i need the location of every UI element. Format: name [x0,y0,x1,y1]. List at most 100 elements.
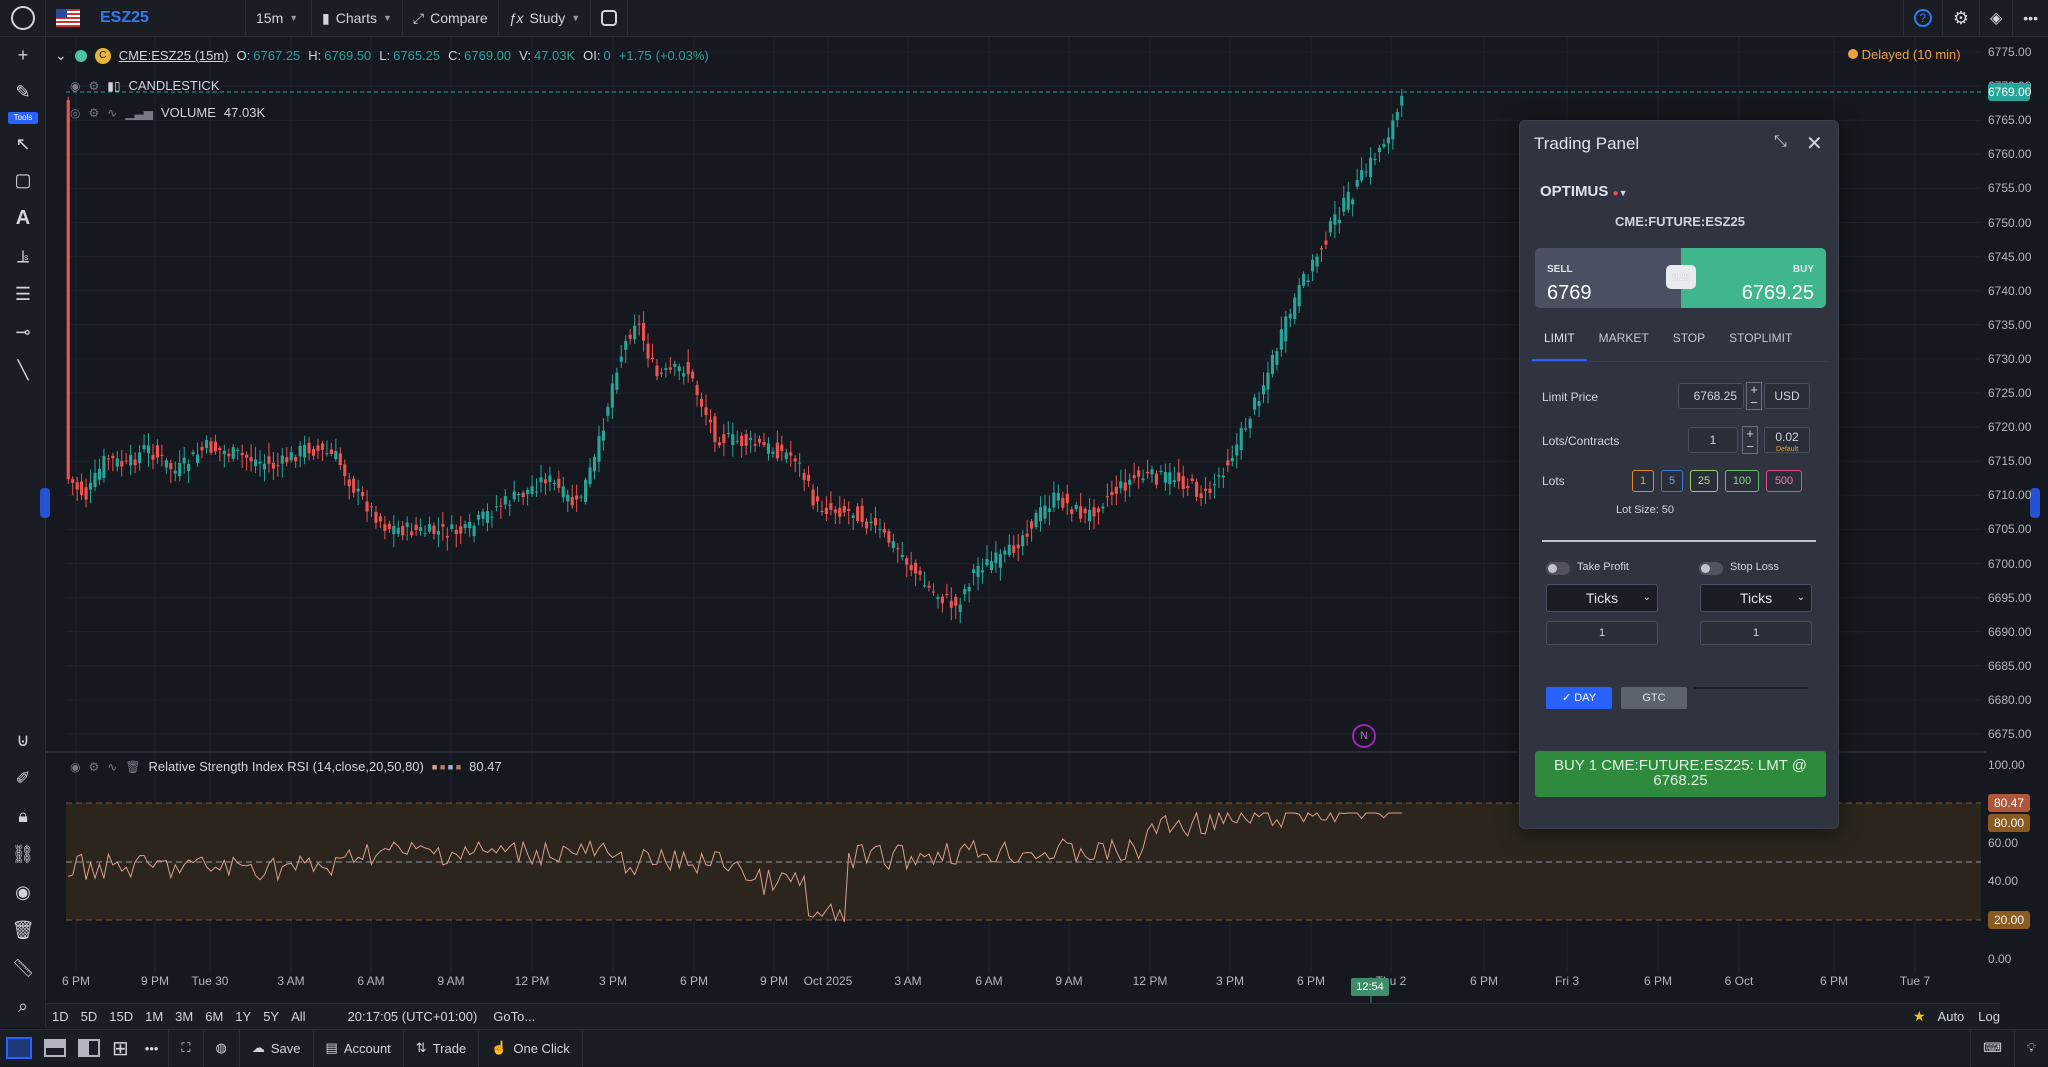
tif-day-button[interactable]: ✓ DAY [1546,687,1612,709]
range-1d[interactable]: 1D [52,1009,69,1024]
take-profit-toggle[interactable] [1546,562,1570,575]
fib-icon[interactable]: ⫡ [16,246,29,266]
compare-button[interactable]: ⤢ Compare [403,0,499,37]
range-6m[interactable]: 6M [205,1009,224,1024]
range-5d[interactable]: 5D [80,1009,98,1024]
minimize-icon[interactable]: ⤡ [1774,133,1787,150]
symbol-search[interactable]: ESZ25 [46,0,246,37]
lots-step-field[interactable]: 0.02 [1764,427,1810,453]
trend-line-icon[interactable]: ╲ [17,360,29,380]
trash-icon[interactable]: 🗑︎ [125,759,141,774]
place-order-button[interactable]: BUY 1 CME:FUTURE:ESZ25: LMT @ 6768.25 [1535,751,1826,797]
eye-icon[interactable]: ◉ [70,759,81,774]
log-toggle[interactable]: Log [1978,1009,2000,1024]
candle-body [410,531,414,536]
eye-icon[interactable]: ◉ [15,882,31,902]
ruler-icon[interactable]: 📏︎ [11,958,35,978]
lots-input[interactable]: 1 [1688,427,1738,453]
range-5y[interactable]: 5Y [263,1009,280,1024]
study-menu[interactable]: ƒx Study ▼ [499,0,592,37]
eye-icon[interactable]: ◉ [70,78,81,93]
limit-price-input[interactable]: 6768.25 [1678,383,1744,409]
range-1y[interactable]: 1Y [235,1009,252,1024]
screenshot-button[interactable] [591,0,629,37]
news-marker[interactable]: N [1352,724,1376,748]
help-button[interactable]: ? [1902,0,1943,37]
text-icon[interactable]: A [15,207,31,229]
auto-toggle[interactable]: Auto [1937,1009,1965,1024]
user-menu[interactable] [0,0,46,37]
layout-rows-button[interactable] [38,1030,72,1067]
eye-off-icon[interactable]: ◎ [70,105,81,120]
lot-button-1[interactable]: 1 [1632,470,1654,492]
compare-label: Compare [430,10,488,26]
legend-symbol[interactable]: CME:ESZ25 (15m) [118,48,229,63]
one-click-button[interactable]: ☝ One Click [479,1029,583,1067]
take-profit-input[interactable]: 1 [1546,621,1658,645]
trash-icon[interactable]: 🗑︎ [11,920,35,940]
zoom-icon[interactable]: ⌕ [17,996,29,1016]
limit-price-stepper[interactable]: + − [1746,382,1762,410]
range-all[interactable]: All [291,1009,306,1024]
lot-button-5[interactable]: 5 [1661,470,1683,492]
take-profit-unit-select[interactable]: Ticks ⌄ [1546,584,1658,612]
charts-menu[interactable]: ▮ Charts ▼ [312,0,403,37]
settings-button[interactable]: ⚙ [1943,0,1980,37]
lot-button-25[interactable]: 25 [1690,470,1718,492]
magnet-icon[interactable]: ⊍ [16,730,30,750]
layout-single-button[interactable] [0,1030,38,1067]
collapse-chevron-icon[interactable]: ⌄ [55,47,67,63]
tab-limit[interactable]: LIMIT [1532,331,1587,361]
tif-gtc-button[interactable]: GTC [1621,687,1687,709]
theme-button[interactable]: ◍ [204,1029,240,1067]
crosshair-icon[interactable]: + [17,45,29,65]
pencil-icon[interactable]: ✎ [15,82,31,102]
close-icon[interactable]: ✕ [1806,133,1823,155]
lot-button-100[interactable]: 100 [1725,470,1759,492]
stop-loss-toggle[interactable] [1699,562,1723,575]
trade-button[interactable]: ⇅ Trade [404,1029,480,1067]
candle-body [896,548,900,550]
layout-more-button[interactable]: ••• [135,1029,170,1067]
account-select[interactable]: OPTIMUS ●▼ [1540,183,1627,200]
link-icon[interactable]: ⛓ [11,844,35,864]
fullscreen-button[interactable]: ⛶ [169,1029,204,1067]
gear-icon[interactable]: ⚙ [88,759,100,774]
right-collapse-handle[interactable] [2030,488,2040,518]
range-1m[interactable]: 1M [145,1009,164,1024]
tips-button[interactable]: 💡︎ [2015,1030,2048,1067]
draw-mode-icon[interactable]: ✐ [15,768,31,788]
layout-cols-button[interactable] [72,1030,106,1067]
lot-button-500[interactable]: 500 [1766,470,1802,492]
stop-loss-input[interactable]: 1 [1700,621,1812,645]
time-axis-label: 6 PM [1469,974,1499,988]
tab-stoplimit[interactable]: STOPLIMIT [1729,331,1793,345]
save-button[interactable]: ☁ Save [240,1029,314,1067]
lock-icon[interactable]: 🔒︎ [18,806,28,826]
layers-button[interactable]: ◈ [1980,0,2014,37]
sell-button[interactable]: SELL 6769 [1535,248,1681,308]
layout-grid-button[interactable]: ⊞ [106,1030,135,1067]
horizontal-line-icon[interactable]: ⊸ [15,322,31,342]
interval-select[interactable]: 15m ▼ [246,0,312,37]
cursor-icon[interactable]: ↖ [15,134,31,154]
keyboard-button[interactable]: ⌨ [1970,1029,2015,1067]
tab-market[interactable]: MARKET [1598,331,1649,345]
buy-button[interactable]: BUY 6769.25 [1681,248,1826,308]
range-15d[interactable]: 15D [109,1009,134,1024]
candle-body [164,460,168,468]
rectangle-icon[interactable]: ▢ [14,170,32,190]
star-icon[interactable]: ★ [1912,1008,1926,1024]
left-collapse-handle[interactable] [40,488,50,518]
account-button[interactable]: ▤ Account [314,1029,404,1067]
range-3m[interactable]: 3M [175,1009,194,1024]
goto-button[interactable]: GoTo... [493,1009,536,1024]
gear-icon[interactable]: ⚙ [88,78,100,93]
gear-icon[interactable]: ⚙ [88,105,100,120]
lines-icon[interactable]: ☰ [14,284,32,304]
lots-stepper[interactable]: + − [1742,426,1758,454]
stop-loss-unit-select[interactable]: Ticks ⌄ [1700,584,1812,612]
tab-stop[interactable]: STOP [1672,331,1706,345]
candle-body [1074,504,1078,510]
more-button[interactable]: ••• [2013,0,2048,37]
